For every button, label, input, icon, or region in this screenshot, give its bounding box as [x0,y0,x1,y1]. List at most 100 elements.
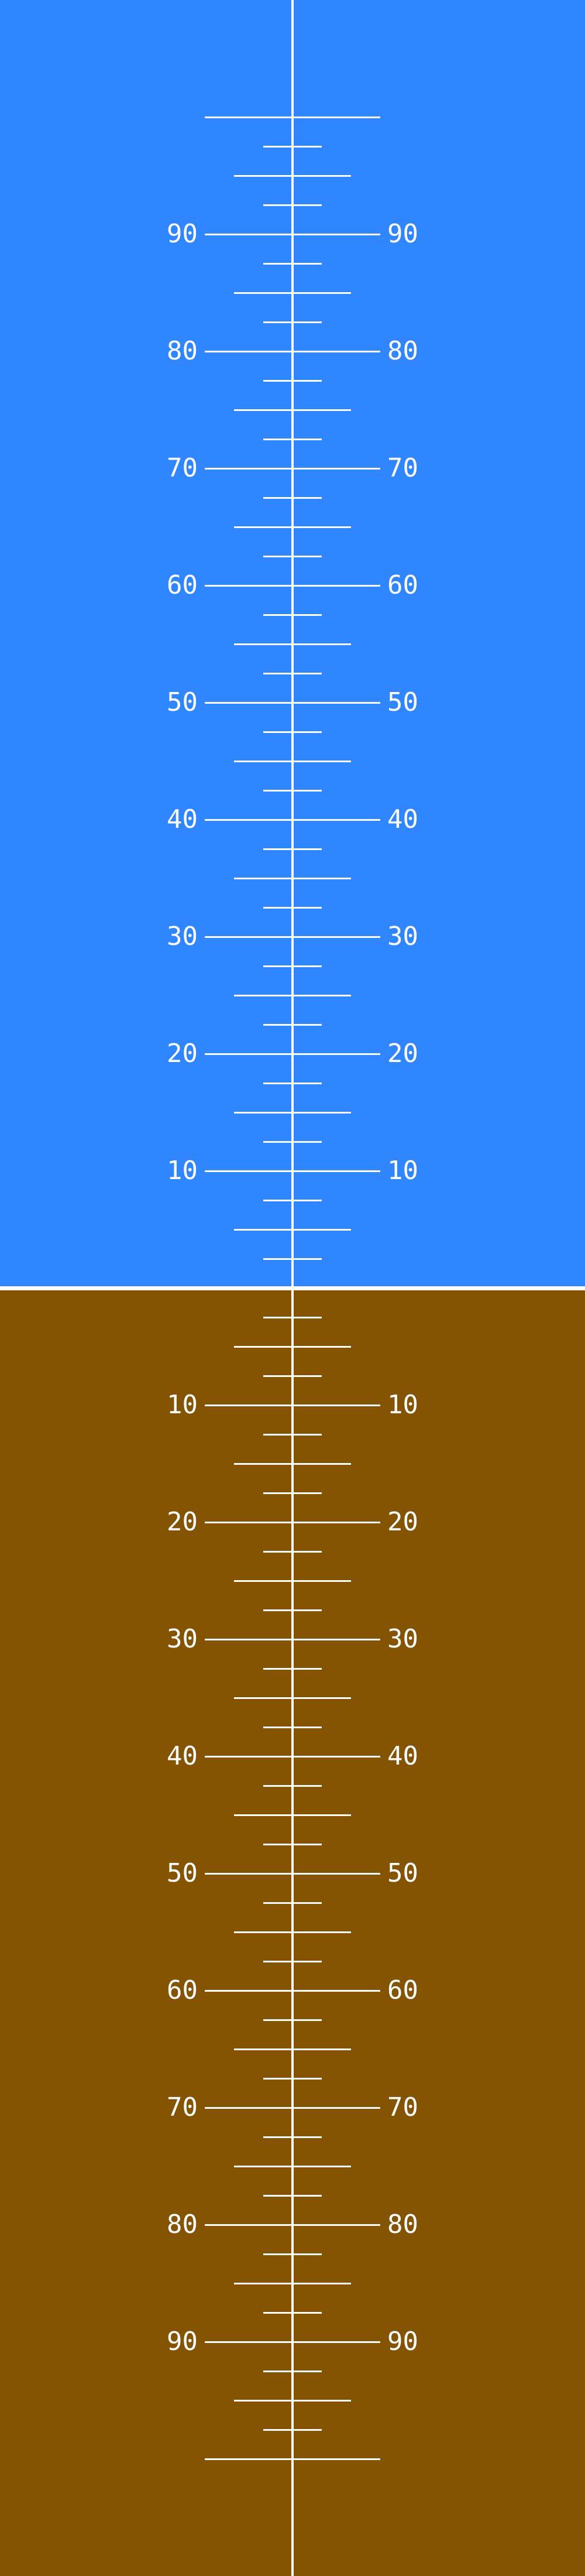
pitch-major-tick [205,2106,380,2109]
pitch-major-tick [205,1170,380,1172]
pitch-label-right: 50 [387,687,418,717]
pitch-label-right: 90 [387,219,418,249]
pitch-major-tick [205,584,380,587]
pitch-medium-tick [234,643,351,645]
pitch-medium-tick [234,994,351,996]
pitch-major-tick [205,818,380,821]
pitch-label-right: 70 [387,2092,418,2122]
pitch-minor-tick [263,1784,322,1787]
pitch-label-left: 60 [167,570,198,600]
pitch-minor-tick [263,379,322,382]
pitch-label-right: 10 [387,1390,418,1420]
pitch-label-left: 40 [167,804,198,834]
pitch-minor-tick [263,1726,322,1728]
pitch-minor-tick [263,1199,322,1201]
pitch-label-right: 20 [387,1039,418,1068]
pitch-minor-tick [263,2370,322,2372]
pitch-label-left: 20 [167,1039,198,1068]
pitch-label-right: 40 [387,1741,418,1771]
pitch-label-right: 80 [387,336,418,366]
pitch-medium-tick [234,174,351,177]
pitch-medium-tick [234,2399,351,2402]
pitch-minor-tick [263,496,322,499]
pitch-medium-tick [234,1111,351,1114]
pitch-label-left: 30 [167,1624,198,1654]
pitch-minor-tick [263,1492,322,1494]
pitch-major-tick [205,1638,380,1640]
pitch-major-tick [205,1053,380,1055]
pitch-label-left: 80 [167,336,198,366]
pitch-minor-tick [263,1843,322,1845]
pitch-minor-tick [263,2019,322,2021]
pitch-medium-tick [234,2282,351,2284]
pitch-minor-tick [263,2253,322,2255]
pitch-label-left: 30 [167,922,198,951]
pitch-medium-tick [234,760,351,762]
pitch-minor-tick [263,965,322,967]
pitch-minor-tick [263,555,322,557]
pitch-label-left: 50 [167,1858,198,1888]
pitch-label-left: 70 [167,2092,198,2122]
pitch-major-tick [205,116,380,118]
pitch-minor-tick [263,614,322,616]
pitch-medium-tick [234,877,351,879]
pitch-label-left: 10 [167,1156,198,1186]
pitch-major-tick [205,350,380,352]
pitch-label-left: 50 [167,687,198,717]
pitch-major-tick [205,936,380,938]
pitch-medium-tick [234,409,351,411]
pitch-major-tick [205,2224,380,2226]
pitch-label-right: 20 [387,1507,418,1537]
pitch-major-tick [205,1989,380,1992]
pitch-major-tick [205,2341,380,2343]
pitch-label-left: 40 [167,1741,198,1771]
pitch-label-right: 90 [387,2327,418,2356]
pitch-label-left: 80 [167,2210,198,2239]
pitch-label-right: 10 [387,1156,418,1186]
pitch-minor-tick [263,204,322,206]
pitch-label-right: 70 [387,453,418,483]
pitch-major-tick [205,467,380,470]
pitch-minor-tick [263,2077,322,2080]
pitch-minor-tick [263,1902,322,1904]
pitch-minor-tick [263,848,322,850]
pitch-minor-tick [263,1667,322,1670]
pitch-label-left: 60 [167,1975,198,2005]
pitch-medium-tick [234,1228,351,1231]
pitch-medium-tick [234,2048,351,2050]
pitch-label-right: 60 [387,1975,418,2005]
pitch-major-tick [205,2458,380,2460]
pitch-minor-tick [263,2428,322,2431]
pitch-label-left: 20 [167,1507,198,1537]
pitch-medium-tick [234,1814,351,1816]
vertical-center-line [291,0,294,2576]
pitch-minor-tick [263,2194,322,2197]
pitch-minor-tick [263,438,322,440]
pitch-minor-tick [263,145,322,148]
pitch-minor-tick [263,2136,322,2138]
pitch-minor-tick [263,906,322,909]
pitch-label-right: 80 [387,2210,418,2239]
pitch-minor-tick [263,1375,322,1377]
pitch-minor-tick [263,1960,322,1962]
pitch-major-tick [205,1521,380,1523]
pitch-minor-tick [263,1082,322,1084]
pitch-label-left: 90 [167,219,198,249]
pitch-label-right: 40 [387,804,418,834]
pitch-minor-tick [263,1140,322,1143]
pitch-label-left: 10 [167,1390,198,1420]
pitch-medium-tick [234,1345,351,1348]
pitch-minor-tick [263,731,322,733]
pitch-minor-tick [263,321,322,323]
pitch-minor-tick [263,789,322,792]
pitch-medium-tick [234,1931,351,1933]
pitch-minor-tick [263,262,322,265]
pitch-medium-tick [234,1697,351,1699]
pitch-medium-tick [234,1580,351,1582]
pitch-minor-tick [263,1550,322,1553]
pitch-minor-tick [263,672,322,674]
pitch-minor-tick [263,1316,322,1318]
pitch-label-right: 30 [387,922,418,951]
pitch-major-tick [205,1755,380,1758]
pitch-minor-tick [263,1023,322,1026]
